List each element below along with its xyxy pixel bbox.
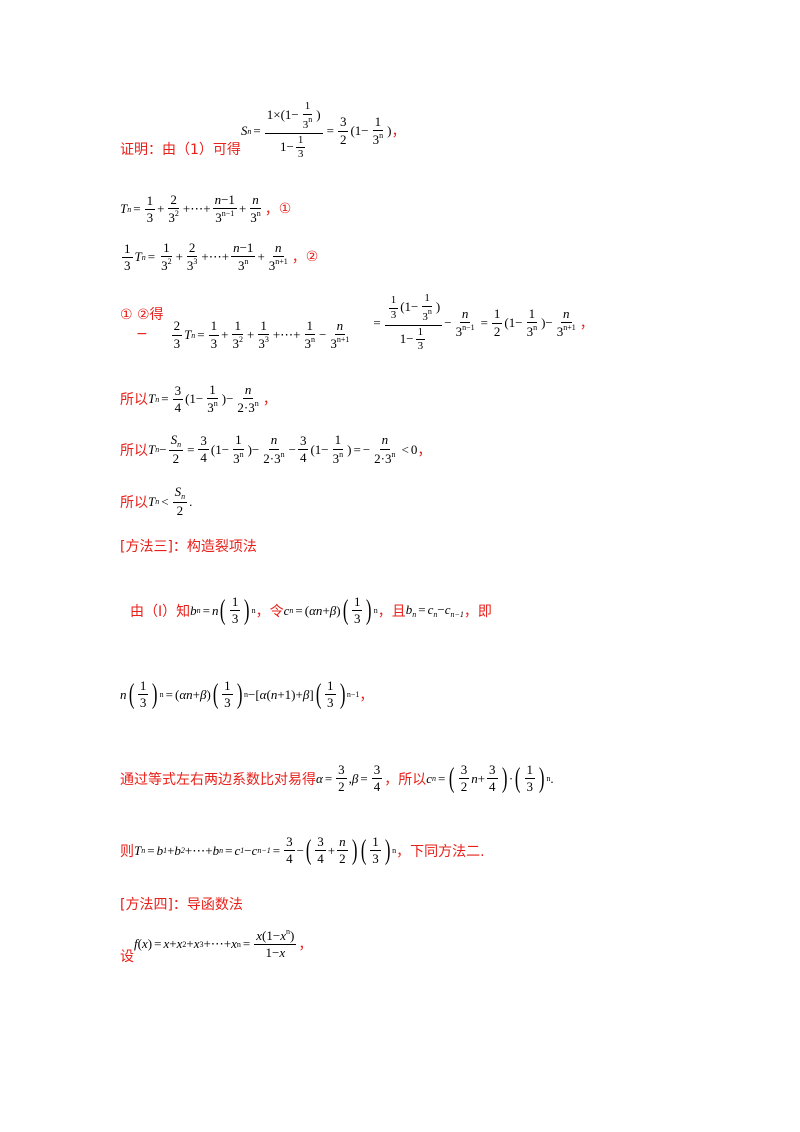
equation-marker-2: ② bbox=[305, 249, 319, 266]
subtract-formula-result: = 1 3 (1− 1 3n) 1− 1 3− n 3n−1 = 1 2 (1− 1 3n)− n 3n+1 bbox=[373, 292, 576, 353]
m3-and-text: ，且 bbox=[377, 603, 406, 620]
m3-same-text: ，下同方法二. bbox=[396, 843, 485, 860]
m3-from-text: 由（Ⅰ）知 bbox=[130, 603, 191, 620]
comma: ， bbox=[391, 124, 406, 140]
m3-then-text: ，即 bbox=[463, 603, 492, 620]
comma: ， bbox=[264, 202, 279, 219]
m3-then2-text: 则 bbox=[120, 843, 134, 860]
so-text-1: 所以 bbox=[120, 392, 148, 409]
period: . bbox=[189, 493, 193, 509]
comma: ， bbox=[417, 442, 432, 459]
period: . bbox=[550, 770, 554, 786]
identity-formula: n(1 3) n =(αn + β)(1 3) n −[α(n +1)+ β](1 3) n−1 bbox=[120, 678, 360, 711]
m3-so-text: ，所以 bbox=[384, 771, 427, 788]
method4-line-1: 设 f(x) = x + x 2 + x 3 +⋯+ x n = x(1−xn) 1−x ， bbox=[120, 922, 312, 966]
bn-diff-formula: bn = cn−cn−1 bbox=[405, 602, 464, 620]
method3-title: [方法三]：构造裂项法 bbox=[120, 539, 257, 555]
comma: ， bbox=[579, 316, 594, 332]
comma: ， bbox=[262, 392, 277, 409]
m3-let-text: ，令 bbox=[255, 603, 284, 620]
comma: ， bbox=[298, 937, 313, 953]
so-text-2: 所以 bbox=[120, 442, 148, 459]
m3-compare-text: 通过等式左右两边系数比对易得 bbox=[120, 771, 316, 788]
comma: ， bbox=[359, 687, 374, 704]
minus-sign: − bbox=[136, 326, 148, 342]
alpha-beta-formula: α = 3 2, β = 3 4 bbox=[316, 762, 383, 795]
comma: ， bbox=[291, 250, 306, 267]
method3-line-3: 通过等式左右两边系数比对易得 α = 3 2, β = 3 4 ，所以 c n = (3 2 n +3 4… bbox=[120, 762, 554, 796]
method3-heading: [方法三]：构造裂项法 bbox=[120, 536, 257, 556]
equation-marker-1: ① bbox=[278, 201, 292, 218]
proof-intro-text: 证明：由（1）可得 bbox=[120, 142, 241, 158]
fx-formula: f(x) = x + x 2 + x 3 +⋯+ x n = x(1−xn) 1−x bbox=[134, 926, 297, 960]
cn-formula: c n =(αn + β) (1 3) n bbox=[283, 594, 378, 627]
bn-formula: b n = n (1 3) n bbox=[190, 594, 256, 627]
so-text-3: 所以 bbox=[120, 494, 148, 511]
method4-heading: [方法四]：导函数法 bbox=[120, 894, 243, 914]
subtract-step-text: ① ②得 bbox=[120, 307, 164, 323]
method3-line-1: 由（Ⅰ）知 b n = n (1 3) n ，令 c n =(αn + β) (1 3) n ，且 b… bbox=[130, 594, 492, 628]
method3-line-2: n(1 3) n =(αn + β)(1 3) n −[α(n +1)+ β](1 3) n−1 ， bbox=[120, 678, 373, 712]
m4-let-text: 设 bbox=[120, 949, 134, 965]
method4-title: [方法四]：导函数法 bbox=[120, 897, 243, 913]
cn-result-formula: c n = (3 2 n +3 4) · (1 3) n bbox=[426, 762, 551, 795]
